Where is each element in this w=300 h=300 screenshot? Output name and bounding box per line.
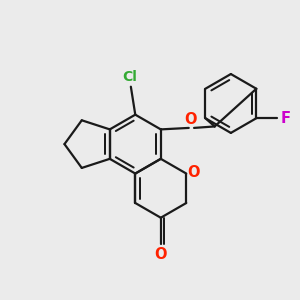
Text: Cl: Cl [122,70,137,84]
Text: O: O [154,247,167,262]
Text: O: O [184,112,197,127]
Text: O: O [188,165,200,180]
Text: F: F [280,111,290,126]
